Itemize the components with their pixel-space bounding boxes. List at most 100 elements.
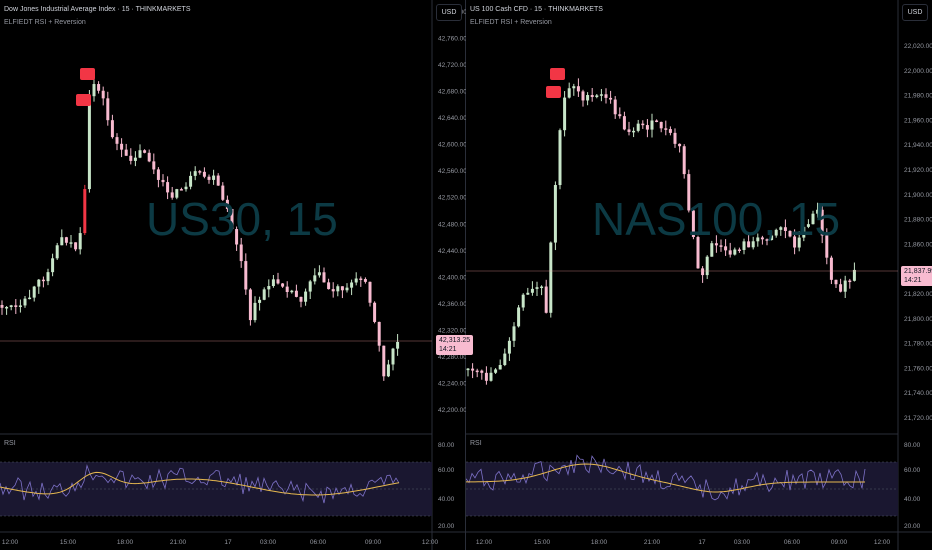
nas100-rsi-label[interactable]: RSI bbox=[470, 440, 482, 447]
candle-body bbox=[258, 299, 262, 303]
time-tick-label: 09:00 bbox=[831, 539, 848, 546]
candle-body bbox=[797, 237, 801, 248]
candle-body bbox=[687, 174, 691, 211]
candle-body bbox=[659, 121, 663, 129]
candle-body bbox=[696, 237, 700, 269]
price-tick-label: 42,720.00 bbox=[438, 62, 466, 69]
nas100-chart-canvas[interactable]: 22,020.00 22,000.00 21,980.00 21,960.00 21,9… bbox=[466, 0, 932, 550]
candle-body bbox=[391, 348, 395, 365]
candle-body bbox=[97, 84, 101, 91]
candle-body bbox=[549, 242, 553, 313]
candle-body bbox=[248, 289, 252, 321]
candle-body bbox=[632, 130, 636, 133]
price-tick-label: 42,600.00 bbox=[438, 142, 466, 149]
candle-body bbox=[811, 213, 815, 225]
candle-body bbox=[207, 176, 211, 180]
candle-body bbox=[299, 296, 303, 302]
candle-body bbox=[595, 95, 599, 98]
candle-body bbox=[770, 235, 774, 241]
price-tick-label: 42,760.00 bbox=[438, 36, 466, 43]
candle-body bbox=[382, 345, 386, 377]
rsi-tick-label: 60.00 bbox=[438, 467, 455, 474]
nas100-candles bbox=[466, 68, 898, 385]
candle-body bbox=[558, 130, 562, 186]
chart-pane-nas100[interactable]: 22,020.00 22,000.00 21,980.00 21,960.00 21,9… bbox=[466, 0, 932, 550]
candle-body bbox=[627, 129, 631, 132]
time-tick-label: 15:00 bbox=[534, 539, 551, 546]
reversion-signal-marker[interactable] bbox=[80, 68, 95, 80]
candle-body bbox=[193, 171, 197, 176]
candle-body bbox=[705, 256, 709, 276]
candle-body bbox=[701, 268, 705, 276]
candle-body bbox=[363, 279, 367, 282]
candle-body bbox=[281, 283, 285, 287]
candle-body bbox=[609, 97, 613, 100]
candle-body bbox=[166, 182, 170, 193]
candle-body bbox=[802, 226, 806, 238]
candle-body bbox=[471, 368, 475, 371]
candle-body bbox=[202, 171, 206, 177]
candle-body bbox=[756, 237, 760, 242]
us30-chart-canvas[interactable]: 42,800.0042,760.0042,720.0042,680.0042,6… bbox=[0, 0, 466, 550]
price-tick-label: 42,560.00 bbox=[438, 168, 466, 175]
nas100-time-axis: 12:00 15:00 18:00 21:00 17 03:00 06:00 09:00 12:… bbox=[476, 539, 891, 546]
time-tick-label: 21:00 bbox=[644, 539, 661, 546]
candle-body bbox=[733, 249, 737, 255]
candle-body bbox=[64, 237, 68, 243]
candle-body bbox=[336, 286, 340, 292]
rsi-ma-line bbox=[466, 463, 865, 493]
candle-body bbox=[664, 128, 668, 130]
candle-body bbox=[9, 305, 13, 307]
candle-body bbox=[825, 235, 829, 258]
candle-body bbox=[466, 368, 470, 371]
candle-body bbox=[230, 209, 234, 230]
candle-body bbox=[161, 179, 165, 183]
candle-body bbox=[74, 242, 78, 250]
time-tick-label: 03:00 bbox=[260, 539, 277, 546]
candle-body bbox=[175, 189, 179, 198]
candle-body bbox=[613, 99, 617, 115]
candle-body bbox=[788, 230, 792, 237]
reversion-signal-marker[interactable] bbox=[550, 68, 565, 80]
candle-body bbox=[78, 233, 82, 250]
candle-body bbox=[198, 171, 202, 173]
chart-pane-us30[interactable]: 42,800.0042,760.0042,720.0042,680.0042,6… bbox=[0, 0, 474, 550]
candle-body bbox=[179, 189, 183, 191]
us30-rsi-label[interactable]: RSI bbox=[4, 440, 16, 447]
candle-body bbox=[484, 372, 488, 381]
candle-body bbox=[396, 341, 400, 349]
candle-body bbox=[848, 280, 852, 283]
rsi-tick-label: 40.00 bbox=[904, 496, 921, 503]
candle-body bbox=[521, 294, 525, 308]
reversion-signal-marker[interactable] bbox=[546, 86, 561, 98]
candle-body bbox=[655, 120, 659, 123]
rsi-line bbox=[0, 464, 400, 504]
candle-body bbox=[816, 209, 820, 214]
candle-body bbox=[101, 90, 105, 99]
candle-body bbox=[46, 272, 50, 282]
candle-body bbox=[340, 286, 344, 291]
candle-body bbox=[691, 210, 695, 238]
candle-body bbox=[494, 369, 498, 373]
candle-body bbox=[567, 88, 571, 98]
us30-title[interactable]: Dow Jones Industrial Average Index · 15 … bbox=[4, 6, 191, 13]
rsi-tick-label: 60.00 bbox=[904, 467, 921, 474]
nas100-currency-button[interactable]: USD bbox=[902, 4, 928, 21]
us30-indicator-label[interactable]: ELFIEDT RSI + Reversion bbox=[4, 19, 86, 26]
nas100-indicator-label[interactable]: ELFIEDT RSI + Reversion bbox=[470, 19, 552, 26]
us30-last-price-value: 42,313.25 bbox=[439, 337, 471, 344]
time-tick-label: 06:00 bbox=[784, 539, 801, 546]
us30-currency-button[interactable]: USD bbox=[436, 4, 462, 21]
candle-body bbox=[294, 290, 298, 297]
candle-body bbox=[87, 96, 91, 190]
candle-body bbox=[322, 272, 326, 283]
candle-body bbox=[673, 132, 677, 144]
reversion-signal-marker[interactable] bbox=[76, 94, 91, 106]
rsi-ma-line bbox=[0, 471, 400, 496]
candle-body bbox=[636, 123, 640, 131]
candle-body bbox=[618, 114, 622, 117]
candle-body bbox=[147, 152, 151, 162]
nas100-title[interactable]: US 100 Cash CFD · 15 · THINKMARKETS bbox=[470, 6, 603, 13]
candle-body bbox=[765, 239, 769, 241]
candle-body bbox=[760, 237, 764, 240]
